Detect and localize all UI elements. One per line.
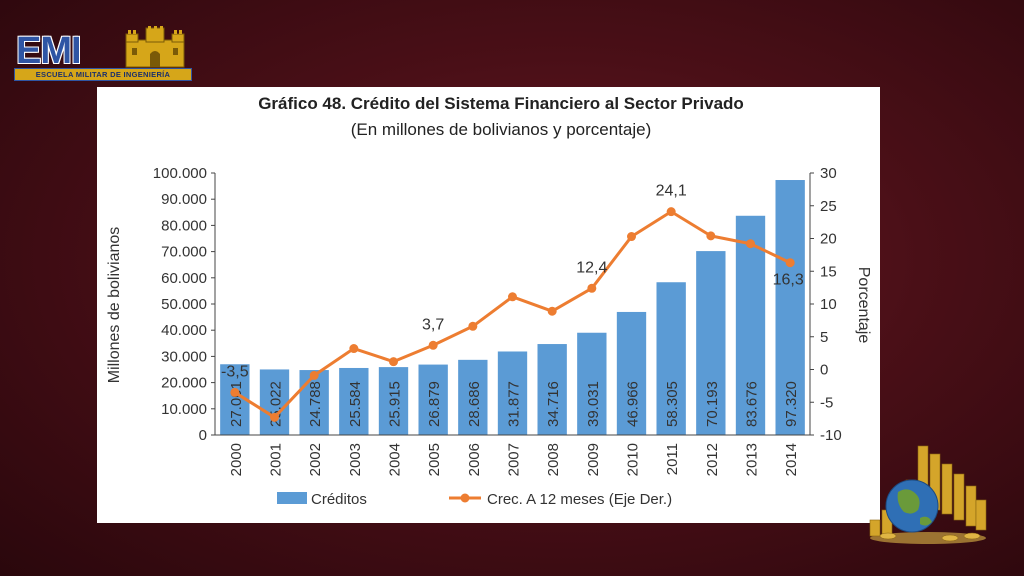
y-tick-label: 10.000	[161, 401, 207, 418]
bar-2010	[616, 311, 647, 435]
y2-tick-label: 25	[820, 198, 837, 215]
x-tick-label: 2011	[664, 443, 681, 475]
y-tick-label: 70.000	[161, 244, 207, 261]
growth-point-2004	[389, 357, 398, 367]
growth-point-2001	[270, 412, 279, 422]
y-tick-label: 20.000	[161, 375, 207, 392]
emi-logo: EMI ESCUELA MILITAR DE INGENIERÍA	[12, 26, 192, 84]
y-tick-label: 30.000	[161, 348, 207, 365]
legend-label-line: Crec. A 12 meses (Eje Der.)	[487, 491, 672, 508]
x-tick-label: 2012	[704, 443, 721, 476]
bar-2003	[339, 367, 369, 435]
combo-chart: Gráfico 48. Crédito del Sistema Financie…	[106, 94, 872, 508]
bar-value-label: 83.676	[744, 381, 761, 427]
bar-2009	[577, 332, 607, 435]
bar-value-label: 34.716	[545, 381, 562, 427]
growth-point-2007	[508, 292, 517, 302]
bar-2014	[775, 180, 805, 435]
bar-2008	[537, 344, 567, 435]
bar-value-label: 25.915	[387, 381, 404, 427]
growth-point-2009	[587, 283, 597, 293]
x-tick-label: 2014	[783, 443, 800, 476]
bar-value-label: 31.877	[506, 381, 523, 427]
y-tick-label: 40.000	[161, 322, 207, 339]
y-axis-label: Millones de bolivianos	[106, 227, 123, 384]
y2-tick-label: 15	[820, 263, 837, 280]
bar-value-label: 39.031	[585, 381, 602, 427]
bar-value-label: 27.001	[228, 381, 245, 427]
x-tick-label: 2002	[307, 443, 324, 476]
growth-point-2010	[627, 232, 636, 242]
bar-value-label: 46.966	[625, 381, 642, 427]
bar-value-label: 26.879	[426, 381, 443, 427]
growth-point-label: 24,1	[656, 183, 687, 200]
growth-point-2006	[468, 321, 478, 331]
growth-point-label: -3,5	[221, 363, 249, 380]
bar-value-label: 24.788	[307, 381, 324, 427]
x-tick-label: 2013	[744, 443, 761, 476]
growth-point-label: 3,7	[422, 316, 444, 333]
growth-point-2008	[547, 306, 557, 316]
y-tick-label: 0	[199, 427, 207, 444]
growth-point-2000	[230, 387, 240, 397]
y-tick-label: 100.000	[153, 165, 207, 182]
y2-tick-label: -5	[820, 394, 833, 411]
x-tick-label: 2003	[347, 443, 364, 476]
y2-tick-label: 0	[820, 362, 828, 379]
x-tick-label: 2001	[268, 443, 285, 476]
legend-label-creditos: Créditos	[311, 491, 367, 508]
bar-2012	[696, 251, 726, 435]
growth-point-label: 16,3	[773, 272, 804, 289]
globe-coins-icon	[869, 445, 987, 544]
y2-tick-label: 10	[820, 296, 837, 313]
bar-value-label: 97.320	[783, 381, 800, 427]
x-tick-label: 2007	[506, 443, 523, 476]
bar-value-label: 58.305	[664, 381, 681, 427]
bar-2001	[259, 369, 290, 435]
bar-2007	[497, 351, 528, 435]
bar-2005	[418, 364, 448, 435]
bar-2002	[299, 370, 329, 435]
bar-value-label: 28.686	[466, 381, 483, 427]
chart-title: Gráfico 48. Crédito del Sistema Financie…	[258, 94, 744, 113]
y2-tick-label: 30	[820, 165, 837, 182]
x-tick-label: 2010	[625, 443, 642, 476]
y-tick-label: 90.000	[161, 191, 207, 208]
x-tick-label: 2005	[426, 443, 443, 476]
growth-point-2012	[706, 231, 716, 241]
legend-swatch-line-marker	[460, 493, 470, 503]
growth-point-2003	[349, 344, 359, 354]
growth-point-2013	[746, 239, 755, 249]
y-tick-label: 80.000	[161, 217, 207, 234]
bar-value-label: 25.584	[347, 381, 364, 427]
bar-value-label: 70.193	[704, 381, 721, 427]
logo-subtitle: ESCUELA MILITAR DE INGENIERÍA	[14, 68, 192, 81]
y2-tick-label: 5	[820, 329, 828, 346]
x-tick-label: 2008	[545, 443, 562, 476]
x-tick-label: 2000	[228, 443, 245, 476]
castle-icon	[125, 26, 185, 68]
growth-point-label: 12,4	[576, 259, 607, 276]
x-tick-label: 2009	[585, 443, 602, 476]
logo-letters: EMI	[16, 30, 82, 72]
chart-panel: Gráfico 48. Crédito del Sistema Financie…	[97, 87, 880, 523]
growth-point-2002	[309, 370, 319, 380]
y-tick-label: 50.000	[161, 296, 207, 313]
x-tick-label: 2004	[387, 443, 404, 476]
x-tick-label: 2006	[466, 443, 483, 476]
chart-subtitle: (En millones de bolivianos y porcentaje)	[351, 120, 652, 139]
y2-tick-label: -10	[820, 427, 842, 444]
y-tick-label: 60.000	[161, 270, 207, 287]
bar-2004	[378, 367, 409, 435]
growth-point-2005	[428, 340, 438, 350]
bar-2006	[458, 359, 488, 435]
y2-axis-label: Porcentaje	[855, 267, 872, 344]
growth-point-2011	[666, 207, 676, 217]
bar-2011	[656, 282, 686, 435]
y2-tick-label: 20	[820, 231, 837, 248]
bar-2013	[735, 215, 766, 435]
legend-swatch-creditos	[277, 492, 307, 504]
growth-point-2014	[785, 258, 795, 268]
